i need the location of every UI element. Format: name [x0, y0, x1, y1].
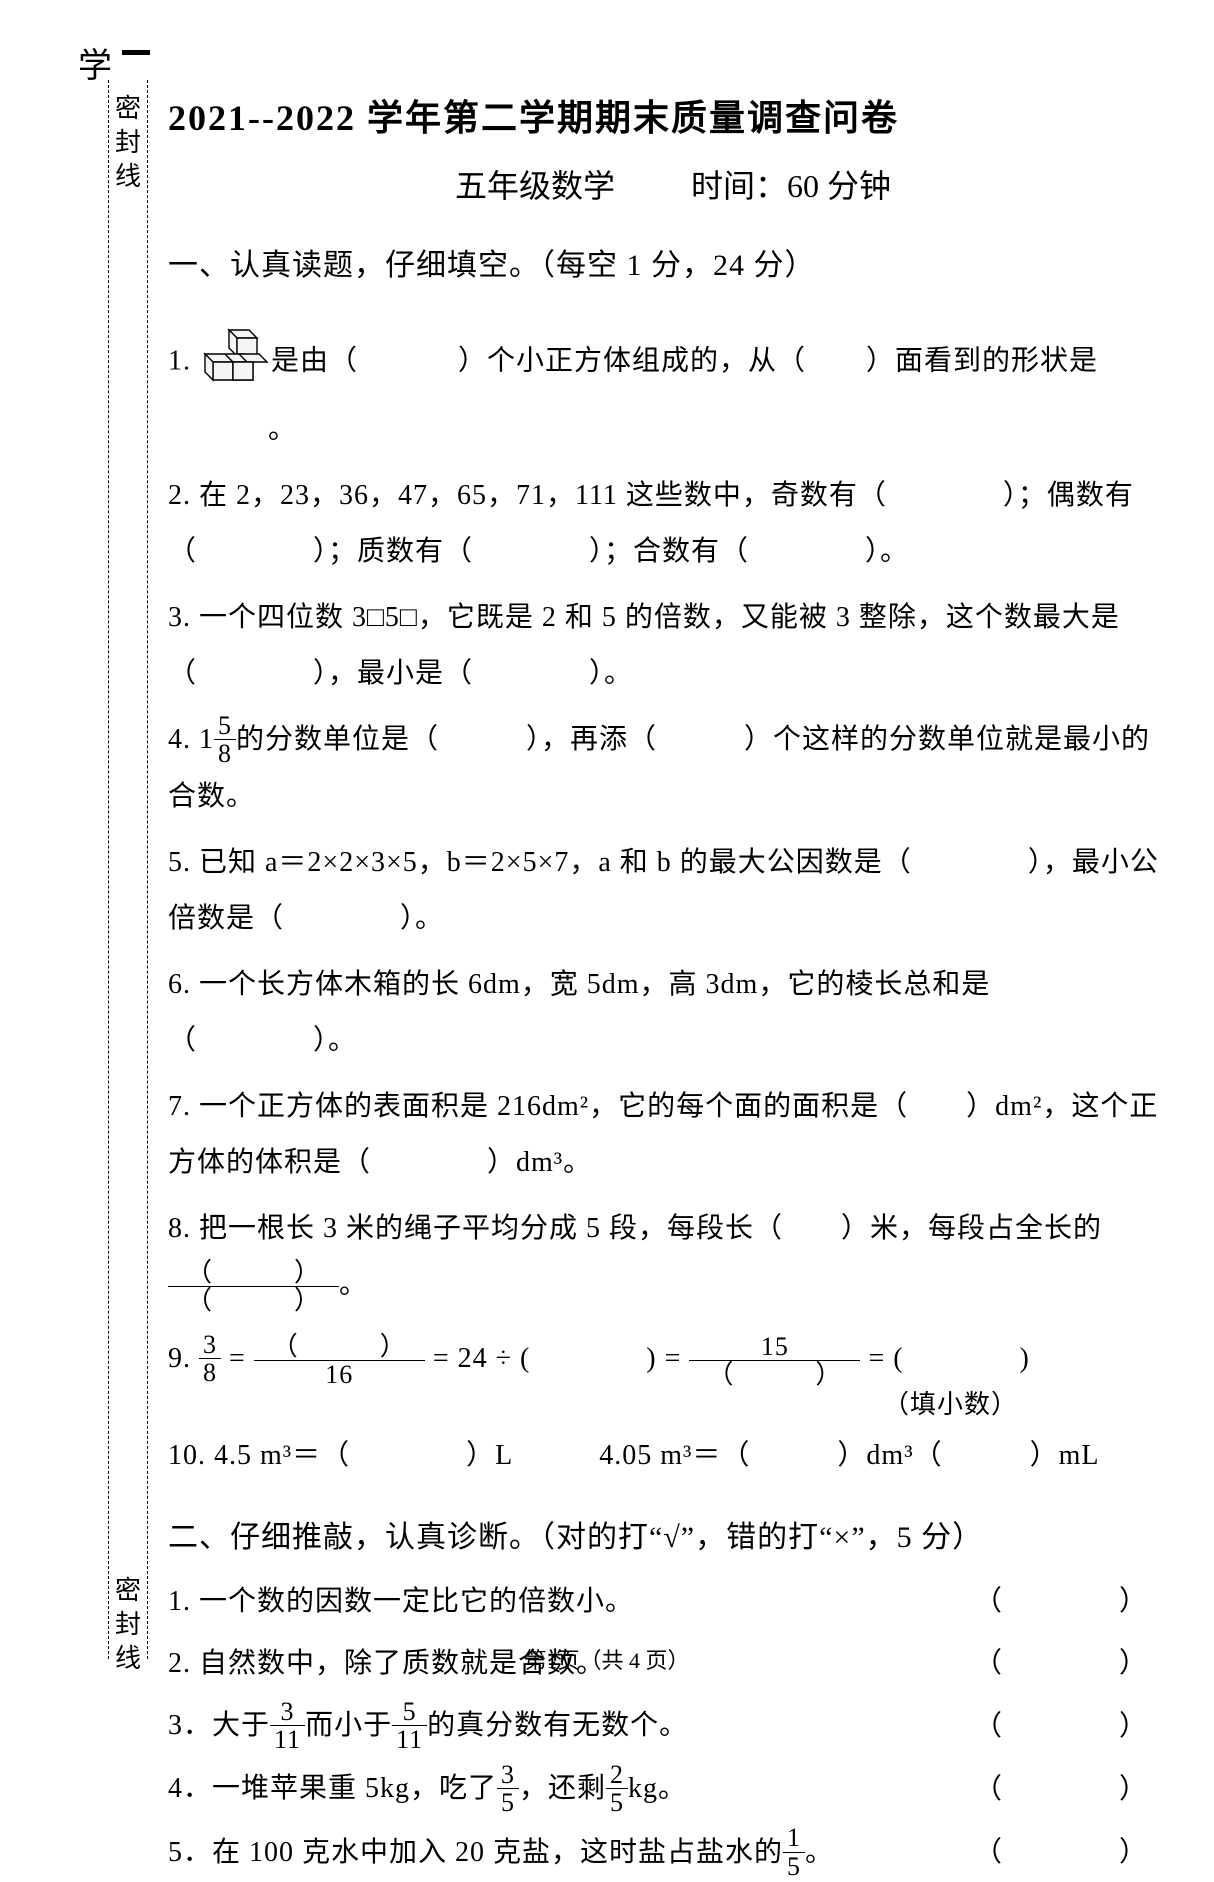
- q9-note: （填小数）: [168, 1392, 1178, 1418]
- numerator: 3: [199, 1331, 221, 1359]
- fraction: 35: [497, 1761, 519, 1817]
- header-char: 学: [78, 38, 112, 87]
- tf-3: 3．大于311而小于511的真分数有无数个。 （ ）: [168, 1698, 1178, 1755]
- question-9: 9. 38 = （ ）16 = 24 ÷ ( ) = 15（ ） = ( ) （…: [168, 1325, 1178, 1418]
- tf-1: 1. 一个数的因数一定比它的倍数小。 （ ）: [168, 1574, 1178, 1630]
- denominator: 11: [392, 1726, 427, 1753]
- t4a: 4．一堆苹果重 5kg，吃了: [168, 1773, 497, 1804]
- section-2-heading: 二、仔细推敲，认真诊断。（对的打“√”，错的打“×”，5 分）: [168, 1508, 1178, 1568]
- fraction: 25: [606, 1761, 628, 1817]
- q1-text-c: ）个小正方体组成的，从（: [458, 345, 806, 376]
- denominator: 11: [270, 1726, 305, 1753]
- question-3: 3. 一个四位数 3□5□，它既是 2 和 5 的倍数，又能被 3 整除，这个数…: [168, 590, 1178, 702]
- seal-column: [108, 80, 148, 1659]
- q9-text-a: 9.: [168, 1343, 199, 1374]
- question-7: 7. 一个正方体的表面积是 216dm²，它的每个面的面积是（ ）dm²，这个正…: [168, 1079, 1178, 1191]
- tf-text: 3．大于311而小于511的真分数有无数个。: [168, 1698, 688, 1755]
- fraction: 38: [199, 1331, 221, 1387]
- tf-blank[interactable]: （ ）: [974, 1762, 1178, 1818]
- q1-text-b: 是由（: [271, 345, 358, 376]
- q9-text-b: = 24 ÷ ( ) =: [425, 1343, 690, 1374]
- t5b: 。: [805, 1837, 834, 1868]
- numerator: 5: [214, 712, 236, 740]
- denominator: 5: [783, 1853, 805, 1880]
- t3a: 3．大于: [168, 1710, 270, 1741]
- fraction: 15: [783, 1824, 805, 1880]
- time-label: 时间：60 分钟: [691, 168, 891, 204]
- numerator: 1: [783, 1824, 805, 1852]
- t4c: kg。: [628, 1773, 687, 1804]
- question-6: 6. 一个长方体木箱的长 6dm，宽 5dm，高 3dm，它的棱长总和是（ ）。: [168, 957, 1178, 1069]
- q1-text-e: 。: [268, 414, 297, 445]
- q8-text-b: 。: [339, 1269, 368, 1300]
- tf-blank[interactable]: （ ）: [974, 1825, 1178, 1881]
- numerator: 15: [689, 1333, 860, 1361]
- denominator: （ ）: [689, 1361, 860, 1388]
- fraction: 311: [270, 1698, 305, 1754]
- page-footer: 第1页（共 4 页）: [0, 1643, 1214, 1675]
- fraction: 58: [214, 712, 236, 768]
- q4-text-a: 4. 1: [168, 724, 214, 755]
- tf-4: 4．一堆苹果重 5kg，吃了35，还剩25kg。 （ ）: [168, 1761, 1178, 1818]
- question-8: 8. 把一根长 3 米的绳子平均分成 5 段，每段长（ ）米，每段占全长的 （ ）…: [168, 1201, 1178, 1314]
- t3b: 而小于: [305, 1710, 392, 1741]
- page-subtitle: 五年级数学 时间：60 分钟: [168, 154, 1178, 218]
- numerator: （ ）: [168, 1259, 339, 1287]
- grade-label: 五年级数学: [455, 168, 615, 204]
- tf-text: 1. 一个数的因数一定比它的倍数小。: [168, 1574, 634, 1630]
- question-5: 5. 已知 a＝2×2×3×5，b＝2×5×7，a 和 b 的最大公因数是（ ）…: [168, 835, 1178, 947]
- fraction-blank[interactable]: 15（ ）: [689, 1333, 860, 1389]
- denominator: 5: [497, 1789, 519, 1816]
- eq1: =: [221, 1343, 254, 1374]
- fraction: 511: [392, 1698, 427, 1754]
- seal-label-top: 密封线: [112, 88, 144, 197]
- q4-text-b: 的分数单位是（ ），再添（ ）个这样的分数单位就是最小的合数。: [168, 724, 1150, 812]
- fraction-blank[interactable]: （ ）（ ）: [168, 1259, 339, 1315]
- denominator: （ ）: [168, 1287, 339, 1314]
- question-2: 2. 在 2，23，36，47，65，71，111 这些数中，奇数有（ ）；偶数…: [168, 468, 1178, 580]
- section-1-heading: 一、认真读题，仔细填空。（每空 1 分，24 分）: [168, 236, 1178, 296]
- denominator: 8: [214, 740, 236, 767]
- denominator: 8: [199, 1359, 221, 1386]
- q1-text-d: ）面看到的形状是: [866, 345, 1098, 376]
- numerator: 2: [606, 1761, 628, 1789]
- question-1: 1. 是由（ ）个小正方体组成的，从（ ）面看到的形状是。: [168, 324, 1178, 458]
- q9-text-c: = ( ): [860, 1343, 1029, 1374]
- tf-blank[interactable]: （ ）: [974, 1574, 1178, 1630]
- fraction-blank[interactable]: （ ）16: [254, 1333, 425, 1389]
- denominator: 16: [254, 1361, 425, 1388]
- page-title: 2021--2022 学年第二学期期末质量调查问卷: [168, 82, 1178, 154]
- numerator: 3: [497, 1761, 519, 1789]
- tf-blank[interactable]: （ ）: [974, 1699, 1178, 1755]
- tf-5: 5．在 100 克水中加入 20 克盐，这时盐占盐水的15。 （ ）: [168, 1825, 1178, 1882]
- t4b: ，还剩: [519, 1773, 606, 1804]
- numerator: 5: [392, 1698, 427, 1726]
- cube-icon: [199, 324, 271, 402]
- q1-text-a: 1.: [168, 345, 199, 376]
- question-4: 4. 158的分数单位是（ ），再添（ ）个这样的分数单位就是最小的合数。: [168, 712, 1178, 825]
- denominator: 5: [606, 1789, 628, 1816]
- q8-text-a: 8. 把一根长 3 米的绳子平均分成 5 段，每段长（ ）米，每段占全长的: [168, 1213, 1102, 1244]
- page-content: 2021--2022 学年第二学期期末质量调查问卷 五年级数学 时间：60 分钟…: [168, 82, 1178, 1882]
- numerator: （ ）: [254, 1333, 425, 1361]
- numerator: 3: [270, 1698, 305, 1726]
- t3c: 的真分数有无数个。: [427, 1710, 688, 1741]
- question-10: 10. 4.5 m³＝（ ）L 4.05 m³＝（ ）dm³（ ）mL: [168, 1428, 1178, 1484]
- t5a: 5．在 100 克水中加入 20 克盐，这时盐占盐水的: [168, 1837, 783, 1868]
- header-underline: [122, 50, 150, 55]
- tf-text: 4．一堆苹果重 5kg，吃了35，还剩25kg。: [168, 1761, 687, 1818]
- tf-text: 5．在 100 克水中加入 20 克盐，这时盐占盐水的15。: [168, 1825, 834, 1882]
